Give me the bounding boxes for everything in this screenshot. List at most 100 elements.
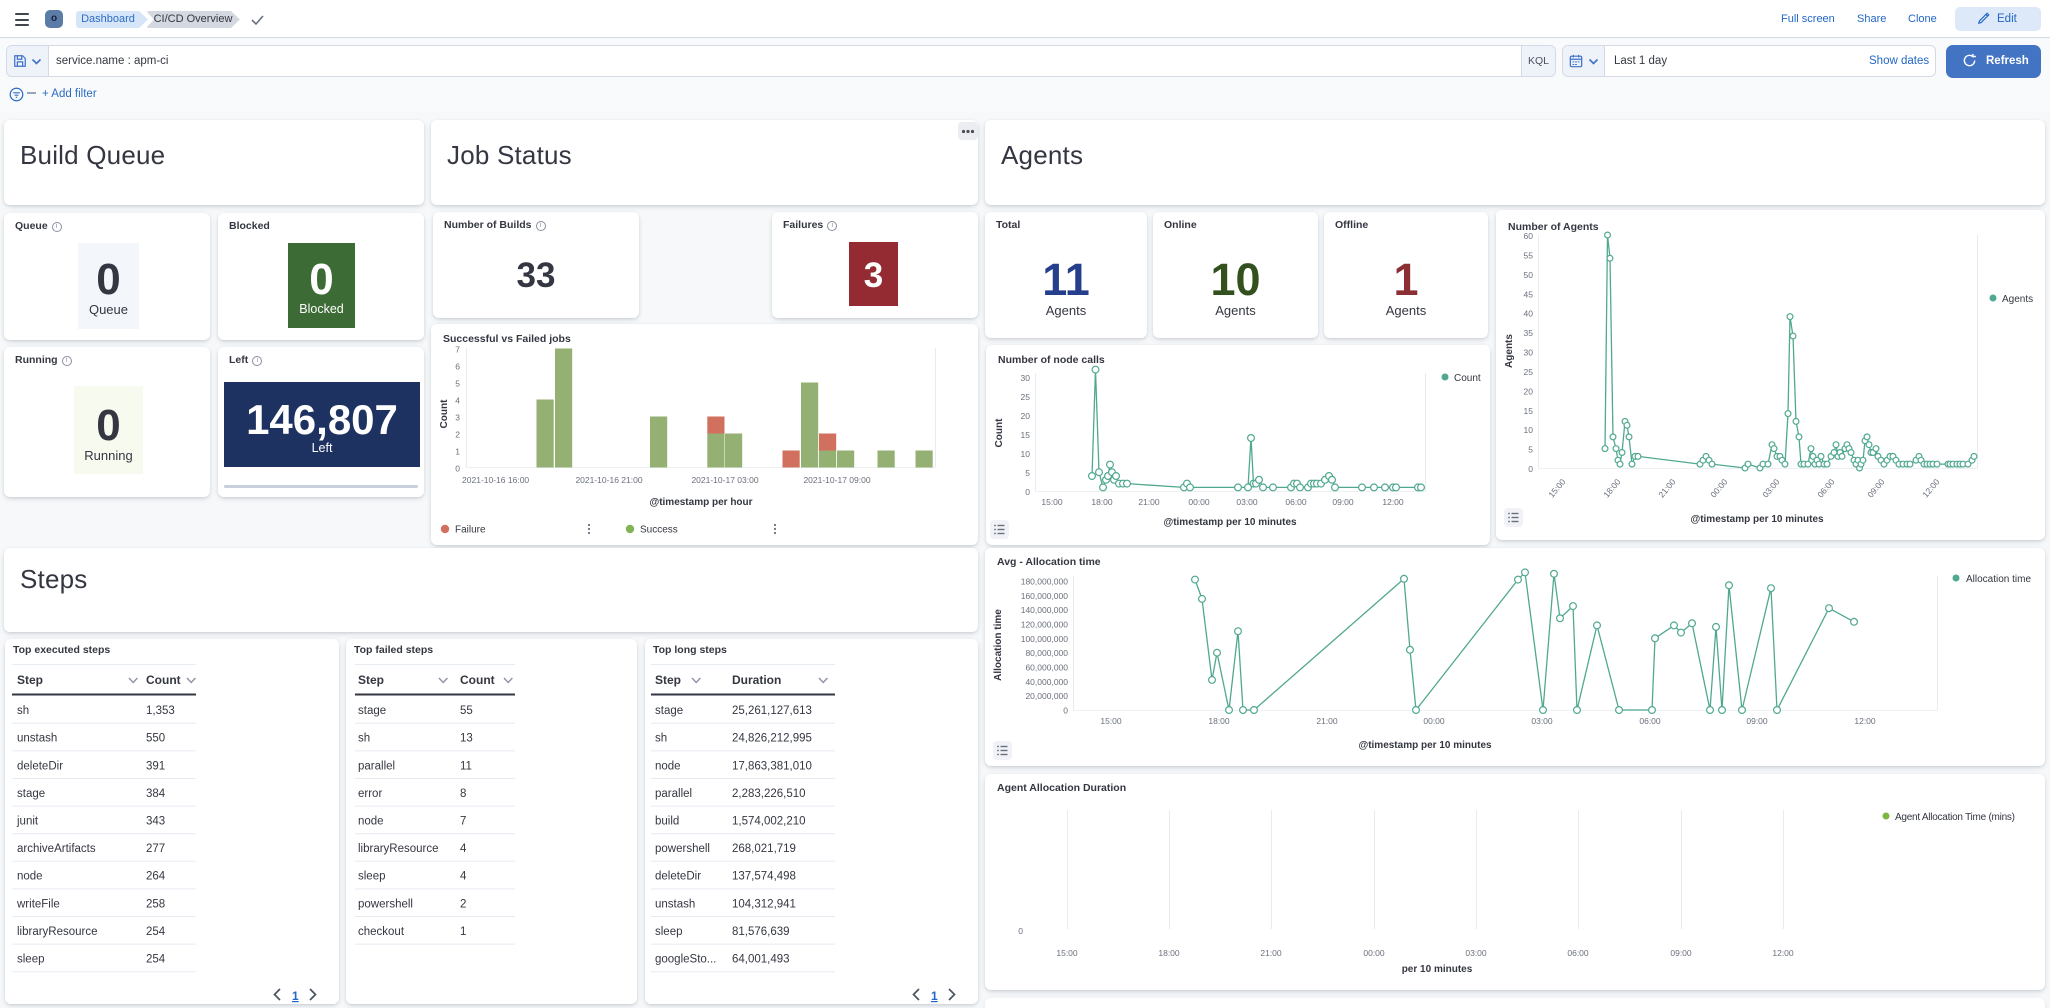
svg-text:Success: Success <box>640 525 678 536</box>
svg-text:1: 1 <box>455 447 460 457</box>
svg-text:Allocation time: Allocation time <box>1966 574 2031 585</box>
svg-text:06:00: 06:00 <box>1285 497 1307 507</box>
svg-text:Agents: Agents <box>2002 294 2033 305</box>
svg-text:1,574,002,210: 1,574,002,210 <box>732 816 806 828</box>
svg-text:03:00: 03:00 <box>1236 497 1258 507</box>
svg-text:06:00: 06:00 <box>1567 948 1589 958</box>
svg-text:1: 1 <box>292 989 299 1003</box>
svg-text:12:00: 12:00 <box>1382 497 1404 507</box>
svg-text:unstash: unstash <box>655 898 695 910</box>
svg-text:7: 7 <box>460 816 466 828</box>
svg-text:junit: junit <box>16 816 39 828</box>
svg-text:writeFile: writeFile <box>16 898 60 910</box>
svg-text:2,283,226,510: 2,283,226,510 <box>732 788 806 800</box>
svg-text:21:00: 21:00 <box>1316 716 1338 726</box>
svg-text:checkout: checkout <box>358 926 405 938</box>
svg-text:Agents: Agents <box>1504 334 1515 368</box>
svg-text:2: 2 <box>455 430 460 440</box>
svg-text:@timestamp per 10 minutes: @timestamp per 10 minutes <box>1690 514 1824 525</box>
svg-text:Number of node calls: Number of node calls <box>998 354 1105 366</box>
svg-text:18:00: 18:00 <box>1091 497 1113 507</box>
svg-text:180,000,000: 180,000,000 <box>1021 577 1069 587</box>
svg-text:per 10 minutes: per 10 minutes <box>1402 964 1473 975</box>
svg-text:sleep: sleep <box>17 954 45 966</box>
svg-text:0: 0 <box>455 464 460 474</box>
svg-text:1: 1 <box>460 926 466 938</box>
svg-text:Count: Count <box>460 673 495 687</box>
svg-text:parallel: parallel <box>358 760 395 772</box>
svg-text:137,574,498: 137,574,498 <box>732 871 796 883</box>
svg-text:powershell: powershell <box>655 843 710 855</box>
svg-text:0: 0 <box>1528 464 1533 474</box>
svg-text:254: 254 <box>146 926 166 938</box>
svg-text:Number of Agents: Number of Agents <box>1508 221 1599 233</box>
svg-text:0: 0 <box>1025 487 1030 497</box>
svg-text:1,353: 1,353 <box>146 705 175 717</box>
svg-text:Count: Count <box>146 673 181 687</box>
svg-text:Allocation time: Allocation time <box>993 609 1004 681</box>
svg-text:10: 10 <box>1524 425 1534 435</box>
svg-text:Duration: Duration <box>732 673 781 687</box>
svg-text:18:00: 18:00 <box>1601 477 1623 500</box>
svg-text:Successful vs Failed jobs: Successful vs Failed jobs <box>443 333 571 345</box>
svg-text:sh: sh <box>358 733 370 745</box>
svg-text:03:00: 03:00 <box>1760 477 1782 500</box>
svg-text:15: 15 <box>1021 430 1031 440</box>
svg-text:6: 6 <box>455 362 460 372</box>
svg-text:powershell: powershell <box>358 898 413 910</box>
svg-text:35: 35 <box>1524 328 1534 338</box>
svg-text:03:00: 03:00 <box>1531 716 1553 726</box>
svg-text:06:00: 06:00 <box>1815 477 1837 500</box>
svg-text:build: build <box>655 816 679 828</box>
svg-text:15: 15 <box>1524 406 1534 416</box>
svg-text:parallel: parallel <box>655 788 692 800</box>
svg-text:21:00: 21:00 <box>1138 497 1160 507</box>
svg-text:20,000,000: 20,000,000 <box>1025 691 1068 701</box>
svg-text:Step: Step <box>655 673 681 687</box>
svg-text:120,000,000: 120,000,000 <box>1021 620 1069 630</box>
svg-text:Count: Count <box>994 418 1005 448</box>
svg-text:15:00: 15:00 <box>1100 716 1122 726</box>
svg-text:09:00: 09:00 <box>1332 497 1354 507</box>
svg-text:55: 55 <box>460 705 473 717</box>
svg-text:Count: Count <box>439 399 450 429</box>
svg-text:00:00: 00:00 <box>1188 497 1210 507</box>
svg-text:7: 7 <box>455 345 460 355</box>
svg-text:264: 264 <box>146 871 166 883</box>
svg-text:node: node <box>655 760 681 772</box>
svg-text:25,261,127,613: 25,261,127,613 <box>732 705 812 717</box>
svg-text:03:00: 03:00 <box>1465 948 1487 958</box>
svg-text:60,000,000: 60,000,000 <box>1025 663 1068 673</box>
svg-text:64,001,493: 64,001,493 <box>732 954 790 966</box>
svg-text:12:00: 12:00 <box>1772 948 1794 958</box>
svg-text:Agent Allocation Time (mins): Agent Allocation Time (mins) <box>1895 812 2015 823</box>
svg-text:55: 55 <box>1524 250 1534 260</box>
svg-text:21:00: 21:00 <box>1656 477 1678 500</box>
svg-text:10: 10 <box>1021 449 1031 459</box>
svg-text:20: 20 <box>1021 411 1031 421</box>
svg-text:30: 30 <box>1524 348 1534 358</box>
svg-text:15:00: 15:00 <box>1041 497 1063 507</box>
svg-text:5: 5 <box>1025 468 1030 478</box>
svg-text:160,000,000: 160,000,000 <box>1021 591 1069 601</box>
svg-text:@timestamp per hour: @timestamp per hour <box>649 497 752 508</box>
svg-text:stage: stage <box>17 788 45 800</box>
svg-text:0: 0 <box>1063 706 1068 716</box>
svg-text:2021-10-17 03:00: 2021-10-17 03:00 <box>691 475 758 485</box>
svg-text:error: error <box>358 788 382 800</box>
svg-text:5: 5 <box>455 379 460 389</box>
svg-text:50: 50 <box>1524 270 1534 280</box>
svg-text:09:00: 09:00 <box>1865 477 1887 500</box>
svg-text:2021-10-16 21:00: 2021-10-16 21:00 <box>575 475 642 485</box>
svg-text:258: 258 <box>146 898 165 910</box>
svg-text:unstash: unstash <box>17 733 57 745</box>
svg-text:00:00: 00:00 <box>1423 716 1445 726</box>
svg-text:sh: sh <box>655 733 667 745</box>
svg-text:25: 25 <box>1524 367 1534 377</box>
svg-text:archiveArtifacts: archiveArtifacts <box>17 843 96 855</box>
svg-text:4: 4 <box>455 396 460 406</box>
svg-text:node: node <box>358 816 384 828</box>
svg-text:391: 391 <box>146 760 165 772</box>
svg-text:4: 4 <box>460 871 467 883</box>
svg-text:sleep: sleep <box>358 871 386 883</box>
